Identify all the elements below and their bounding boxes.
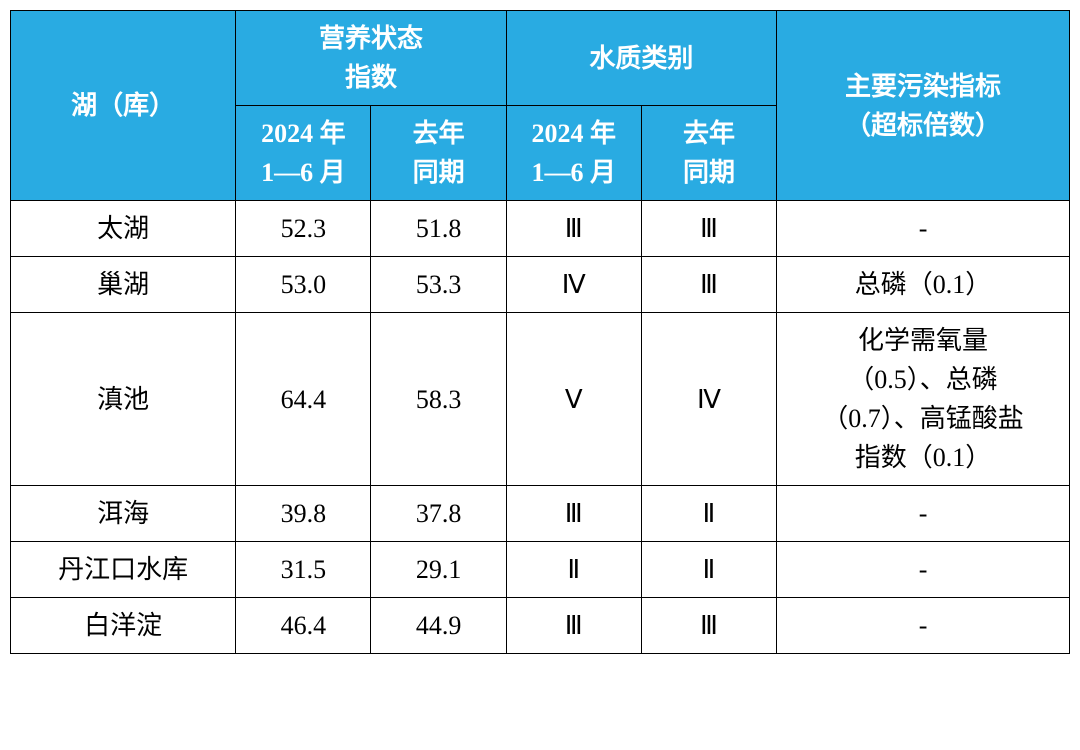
cell-nutri-last: 44.9: [371, 598, 506, 654]
cell-lake: 巢湖: [11, 257, 236, 313]
cell-nutri-last: 37.8: [371, 486, 506, 542]
cell-quality-last: Ⅱ: [641, 542, 776, 598]
cell-quality-current: Ⅴ: [506, 313, 641, 486]
cell-quality-current: Ⅳ: [506, 257, 641, 313]
cell-nutri-last: 53.3: [371, 257, 506, 313]
cell-pollutant: 化学需氧量（0.5）、总磷（0.7）、高锰酸盐指数（0.1）: [777, 313, 1070, 486]
cell-lake: 滇池: [11, 313, 236, 486]
cell-quality-last: Ⅳ: [641, 313, 776, 486]
cell-quality-current: Ⅲ: [506, 486, 641, 542]
cell-lake: 太湖: [11, 201, 236, 257]
cell-nutri-current: 52.3: [236, 201, 371, 257]
cell-nutri-current: 64.4: [236, 313, 371, 486]
header-nutri-last: 去年同期: [371, 106, 506, 201]
header-water-quality: 水质类别: [506, 11, 776, 106]
cell-pollutant: 总磷（0.1）: [777, 257, 1070, 313]
header-quality-last: 去年同期: [641, 106, 776, 201]
cell-quality-last: Ⅲ: [641, 201, 776, 257]
table-row: 滇池 64.4 58.3 Ⅴ Ⅳ 化学需氧量（0.5）、总磷（0.7）、高锰酸盐…: [11, 313, 1070, 486]
cell-nutri-last: 29.1: [371, 542, 506, 598]
cell-nutri-current: 39.8: [236, 486, 371, 542]
cell-nutri-current: 53.0: [236, 257, 371, 313]
cell-quality-current: Ⅱ: [506, 542, 641, 598]
header-lake: 湖（库）: [11, 11, 236, 201]
table-row: 巢湖 53.0 53.3 Ⅳ Ⅲ 总磷（0.1）: [11, 257, 1070, 313]
cell-lake: 洱海: [11, 486, 236, 542]
cell-pollutant: -: [777, 542, 1070, 598]
cell-pollutant: -: [777, 486, 1070, 542]
cell-quality-last: Ⅱ: [641, 486, 776, 542]
cell-quality-current: Ⅲ: [506, 201, 641, 257]
cell-lake: 丹江口水库: [11, 542, 236, 598]
cell-nutri-current: 46.4: [236, 598, 371, 654]
table-row: 白洋淀 46.4 44.9 Ⅲ Ⅲ -: [11, 598, 1070, 654]
cell-nutri-current: 31.5: [236, 542, 371, 598]
cell-lake: 白洋淀: [11, 598, 236, 654]
table-row: 丹江口水库 31.5 29.1 Ⅱ Ⅱ -: [11, 542, 1070, 598]
water-quality-table: 湖（库） 营养状态指数 水质类别 主要污染指标（超标倍数） 2024 年1—6 …: [10, 10, 1070, 654]
cell-pollutant: -: [777, 598, 1070, 654]
cell-quality-current: Ⅲ: [506, 598, 641, 654]
cell-quality-last: Ⅲ: [641, 257, 776, 313]
cell-quality-last: Ⅲ: [641, 598, 776, 654]
table-body: 太湖 52.3 51.8 Ⅲ Ⅲ - 巢湖 53.0 53.3 Ⅳ Ⅲ 总磷（0…: [11, 201, 1070, 654]
header-nutri-current: 2024 年1—6 月: [236, 106, 371, 201]
cell-nutri-last: 51.8: [371, 201, 506, 257]
header-pollutant: 主要污染指标（超标倍数）: [777, 11, 1070, 201]
header-quality-current: 2024 年1—6 月: [506, 106, 641, 201]
cell-pollutant: -: [777, 201, 1070, 257]
table-row: 洱海 39.8 37.8 Ⅲ Ⅱ -: [11, 486, 1070, 542]
table-row: 太湖 52.3 51.8 Ⅲ Ⅲ -: [11, 201, 1070, 257]
header-nutrition-index: 营养状态指数: [236, 11, 506, 106]
cell-nutri-last: 58.3: [371, 313, 506, 486]
